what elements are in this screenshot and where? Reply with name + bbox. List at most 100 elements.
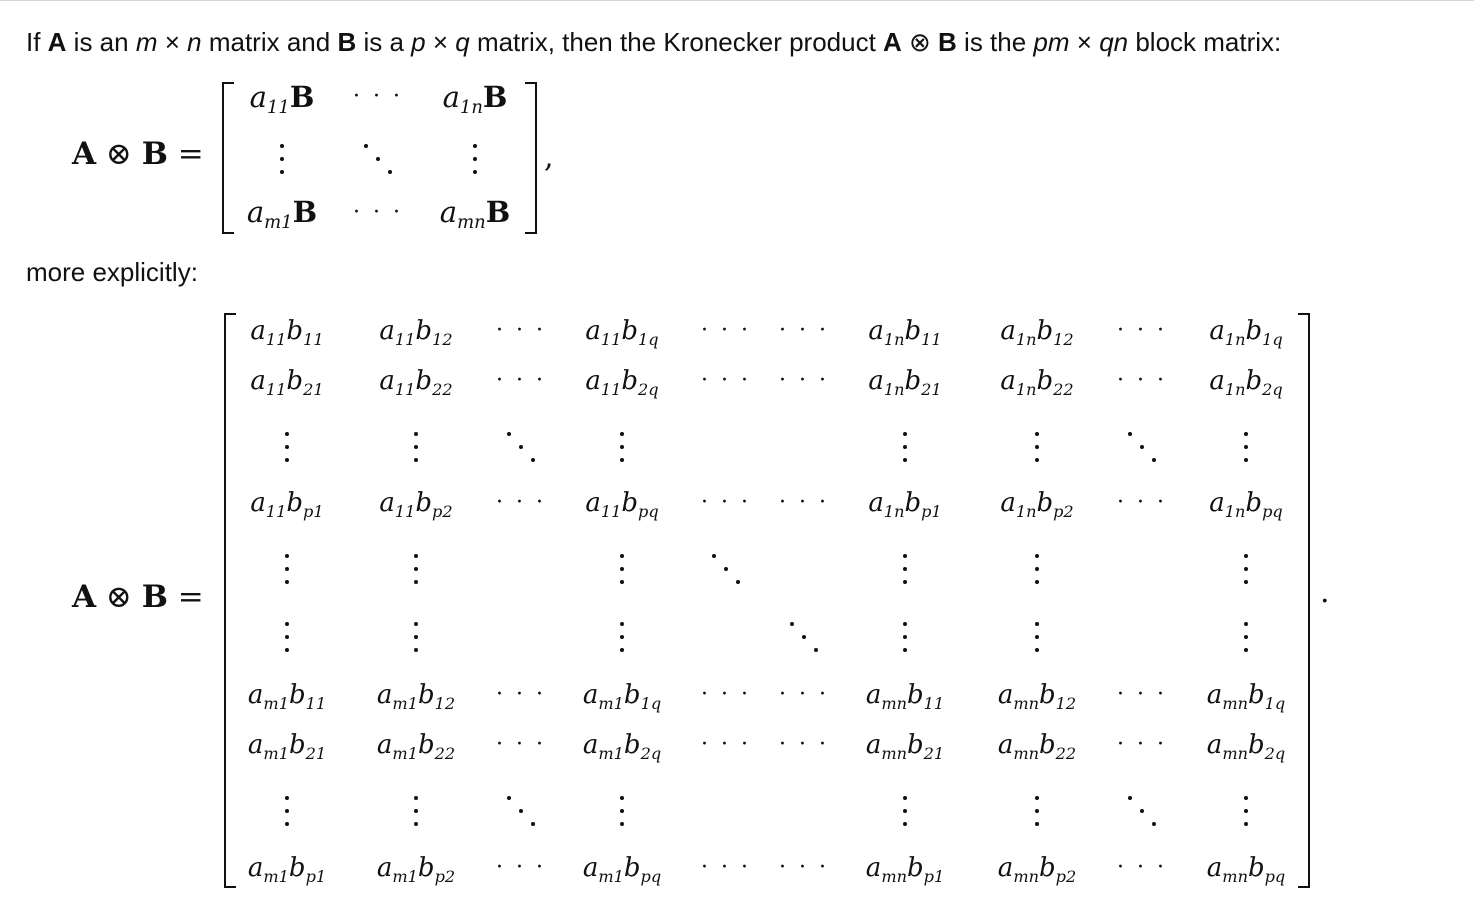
- intro-q: q: [455, 27, 470, 57]
- block-hdots: · · ·: [353, 200, 403, 225]
- matrix-hdots: · · ·: [1117, 368, 1167, 393]
- matrix-hdots: · · ·: [701, 368, 751, 393]
- block-entry-amnB: amnB: [439, 194, 511, 234]
- matrix-hdots: · · ·: [1117, 732, 1167, 757]
- intro-pm: pm: [1033, 27, 1070, 57]
- block-equation-lhs: A ⊗ B =: [72, 136, 204, 172]
- matrix-hdots: · · ·: [701, 490, 751, 515]
- intro-otimes: ⊗: [901, 27, 939, 57]
- block-entry-am1B: am1B: [246, 194, 318, 234]
- lhs-A: A: [72, 136, 97, 172]
- intro-p: p: [411, 27, 426, 57]
- matrix-entry: a11b11: [250, 316, 324, 349]
- matrix-entry: a1nb11: [868, 316, 942, 349]
- matrix-entry: am1b1q: [582, 680, 662, 713]
- matrix-hdots: · · ·: [779, 490, 829, 515]
- lhs-B: B: [141, 136, 168, 172]
- lhs-otimes: ⊗: [96, 136, 142, 172]
- matrix-vdots: [1226, 550, 1266, 590]
- matrix-vdots: [885, 792, 925, 832]
- matrix-entry: amnb22: [997, 730, 1077, 763]
- matrix-entry: am1b2q: [582, 730, 662, 763]
- intro-B: B: [337, 27, 357, 57]
- matrix-hdots: · · ·: [1117, 855, 1167, 880]
- matrix-hdots: · · ·: [701, 682, 751, 707]
- intro-text: matrix and: [201, 27, 338, 57]
- matrix-entry: amnb12: [997, 680, 1077, 713]
- matrix-hdots: · · ·: [779, 732, 829, 757]
- matrix-hdots: · · ·: [496, 368, 546, 393]
- intro-text: matrix, then the Kronecker product: [469, 27, 884, 57]
- intro-text: is an: [66, 27, 136, 57]
- matrix-vdots: [602, 550, 642, 590]
- matrix-vdots: [267, 428, 307, 468]
- matrix-entry: a11b1q: [585, 316, 659, 349]
- matrix-vdots: [1226, 792, 1266, 832]
- intro-text: is a: [356, 27, 412, 57]
- block-left-bracket: [222, 82, 234, 234]
- matrix-vdots: [396, 550, 436, 590]
- matrix-entry: a11b2q: [585, 366, 659, 399]
- matrix-entry: am1bp1: [247, 853, 327, 886]
- matrix-entry: am1b21: [247, 730, 327, 763]
- matrix-entry: a1nbp2: [1000, 488, 1074, 521]
- intro-A: A: [883, 27, 902, 57]
- matrix-vdots: [885, 550, 925, 590]
- matrix-vdots: [1017, 792, 1057, 832]
- matrix-ddots: [706, 550, 746, 590]
- intro-n: n: [187, 27, 202, 57]
- matrix-entry: a11b12: [379, 316, 453, 349]
- matrix-ddots: [501, 792, 541, 832]
- explicit-equation-lhs: A ⊗ B =: [72, 579, 204, 615]
- block-comma: ,: [544, 140, 554, 175]
- matrix-entry: a1nb22: [1000, 366, 1074, 399]
- matrix-entry: amnbpq: [1206, 853, 1286, 886]
- matrix-hdots: · · ·: [496, 732, 546, 757]
- matrix-hdots: · · ·: [1117, 490, 1167, 515]
- matrix-entry: a11bpq: [585, 488, 659, 521]
- matrix-vdots: [1017, 618, 1057, 658]
- more-explicitly-text: more explicitly:: [26, 257, 198, 287]
- lhs-equals: =: [167, 579, 204, 615]
- intro-m: m: [135, 27, 158, 57]
- matrix-entry: am1b22: [376, 730, 456, 763]
- intro-qn: qn: [1099, 27, 1129, 57]
- matrix-entry: amnbp2: [997, 853, 1077, 886]
- matrix-vdots: [1226, 618, 1266, 658]
- matrix-entry: a11bp1: [250, 488, 324, 521]
- block-right-bracket: [525, 82, 537, 234]
- matrix-vdots: [602, 428, 642, 468]
- matrix-hdots: · · ·: [496, 490, 546, 515]
- matrix-vdots: [1017, 428, 1057, 468]
- matrix-hdots: · · ·: [779, 368, 829, 393]
- matrix-entry: am1b12: [376, 680, 456, 713]
- matrix-hdots: · · ·: [496, 855, 546, 880]
- lhs-B: B: [141, 579, 168, 615]
- explicit-period: .: [1320, 575, 1330, 610]
- matrix-vdots: [602, 792, 642, 832]
- matrix-entry: a1nbp1: [868, 488, 942, 521]
- matrix-hdots: · · ·: [701, 318, 751, 343]
- matrix-entry: a1nb2q: [1209, 366, 1283, 399]
- matrix-hdots: · · ·: [1117, 682, 1167, 707]
- matrix-entry: a11bp2: [379, 488, 453, 521]
- matrix-ddots: [1122, 792, 1162, 832]
- matrix-hdots: · · ·: [496, 682, 546, 707]
- matrix-ddots: [1122, 428, 1162, 468]
- matrix-entry: amnb1q: [1206, 680, 1286, 713]
- matrix-hdots: · · ·: [779, 318, 829, 343]
- intro-times: ×: [1069, 27, 1100, 57]
- matrix-hdots: · · ·: [779, 855, 829, 880]
- block-vdots: [455, 140, 495, 180]
- matrix-ddots: [784, 618, 824, 658]
- block-vdots: [262, 140, 302, 180]
- matrix-vdots: [1017, 550, 1057, 590]
- intro-text: If: [26, 27, 48, 57]
- matrix-entry: amnb11: [865, 680, 945, 713]
- intro-A: A: [47, 27, 67, 57]
- matrix-entry: a1nb21: [868, 366, 942, 399]
- intro-text: block matrix:: [1128, 27, 1282, 57]
- matrix-hdots: · · ·: [1117, 318, 1167, 343]
- matrix-entry: amnb21: [865, 730, 945, 763]
- matrix-entry: a1nb12: [1000, 316, 1074, 349]
